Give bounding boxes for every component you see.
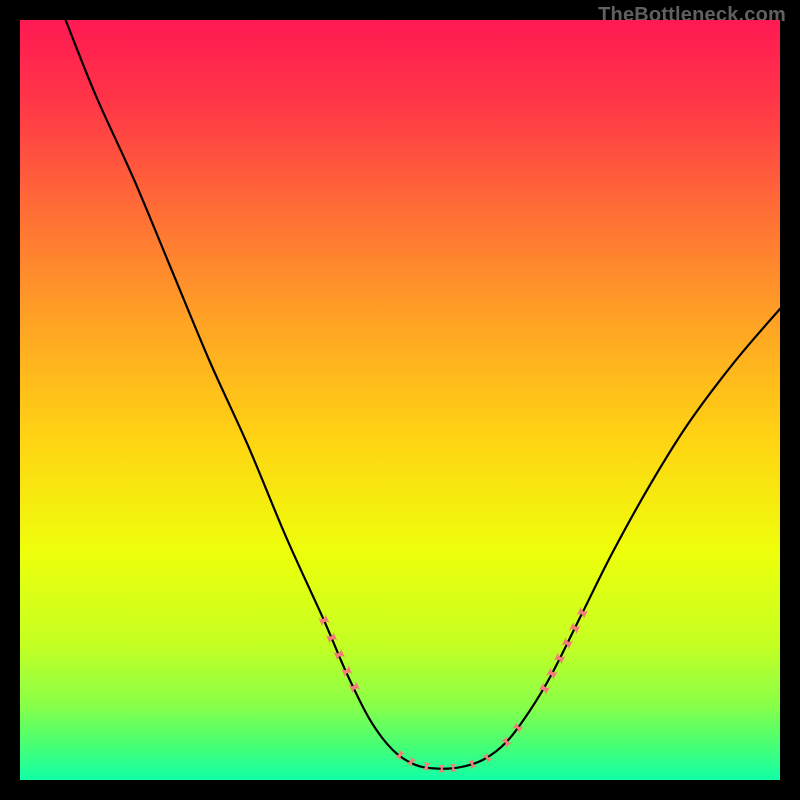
- chart-background: [20, 20, 780, 780]
- bottleneck-chart: TheBottleneck.com: [0, 0, 800, 800]
- plot-area: [20, 20, 780, 780]
- chart-svg: [20, 20, 780, 780]
